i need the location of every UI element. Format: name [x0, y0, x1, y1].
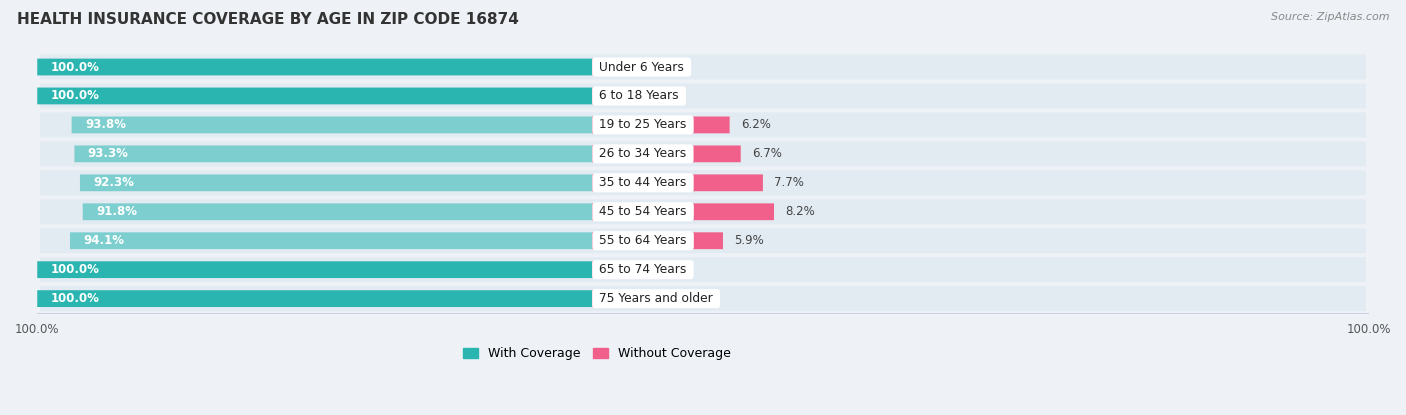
Text: 7.7%: 7.7% [775, 176, 804, 189]
FancyBboxPatch shape [41, 228, 1365, 253]
FancyBboxPatch shape [592, 261, 620, 278]
FancyBboxPatch shape [592, 203, 775, 220]
Text: 94.1%: 94.1% [83, 234, 124, 247]
Text: 0.0%: 0.0% [631, 263, 661, 276]
FancyBboxPatch shape [592, 232, 723, 249]
FancyBboxPatch shape [41, 286, 1365, 311]
FancyBboxPatch shape [41, 257, 1365, 282]
Text: HEALTH INSURANCE COVERAGE BY AGE IN ZIP CODE 16874: HEALTH INSURANCE COVERAGE BY AGE IN ZIP … [17, 12, 519, 27]
Text: 92.3%: 92.3% [93, 176, 134, 189]
Text: 35 to 44 Years: 35 to 44 Years [595, 176, 690, 189]
FancyBboxPatch shape [41, 199, 1365, 224]
Text: 100.0%: 100.0% [51, 292, 100, 305]
FancyBboxPatch shape [83, 203, 592, 220]
FancyBboxPatch shape [592, 117, 730, 133]
Text: 0.0%: 0.0% [631, 90, 661, 103]
Text: 91.8%: 91.8% [96, 205, 136, 218]
Text: 93.8%: 93.8% [84, 118, 127, 132]
FancyBboxPatch shape [72, 117, 592, 133]
Text: 6.7%: 6.7% [752, 147, 782, 160]
Text: 5.9%: 5.9% [734, 234, 763, 247]
FancyBboxPatch shape [37, 261, 592, 278]
FancyBboxPatch shape [592, 174, 763, 191]
Text: 8.2%: 8.2% [785, 205, 815, 218]
Text: 65 to 74 Years: 65 to 74 Years [595, 263, 690, 276]
FancyBboxPatch shape [41, 142, 1365, 166]
FancyBboxPatch shape [37, 290, 592, 307]
FancyBboxPatch shape [70, 232, 592, 249]
Text: 26 to 34 Years: 26 to 34 Years [595, 147, 690, 160]
Text: 55 to 64 Years: 55 to 64 Years [595, 234, 690, 247]
Text: 19 to 25 Years: 19 to 25 Years [595, 118, 690, 132]
FancyBboxPatch shape [80, 174, 592, 191]
Text: 0.0%: 0.0% [631, 61, 661, 73]
Text: 100.0%: 100.0% [51, 263, 100, 276]
FancyBboxPatch shape [37, 59, 592, 76]
FancyBboxPatch shape [41, 171, 1365, 195]
FancyBboxPatch shape [41, 112, 1365, 137]
Text: 45 to 54 Years: 45 to 54 Years [595, 205, 690, 218]
FancyBboxPatch shape [41, 54, 1365, 79]
Text: 6 to 18 Years: 6 to 18 Years [595, 90, 683, 103]
Text: 100.0%: 100.0% [51, 61, 100, 73]
Text: 93.3%: 93.3% [87, 147, 128, 160]
FancyBboxPatch shape [75, 146, 592, 162]
Text: 6.2%: 6.2% [741, 118, 770, 132]
Text: 100.0%: 100.0% [51, 90, 100, 103]
Text: 75 Years and older: 75 Years and older [595, 292, 717, 305]
Legend: With Coverage, Without Coverage: With Coverage, Without Coverage [457, 342, 735, 365]
Text: Under 6 Years: Under 6 Years [595, 61, 688, 73]
Text: Source: ZipAtlas.com: Source: ZipAtlas.com [1271, 12, 1389, 22]
Text: 0.0%: 0.0% [631, 292, 661, 305]
FancyBboxPatch shape [41, 83, 1365, 108]
FancyBboxPatch shape [592, 290, 620, 307]
FancyBboxPatch shape [592, 88, 620, 104]
FancyBboxPatch shape [592, 146, 741, 162]
FancyBboxPatch shape [37, 88, 592, 104]
FancyBboxPatch shape [592, 59, 620, 76]
